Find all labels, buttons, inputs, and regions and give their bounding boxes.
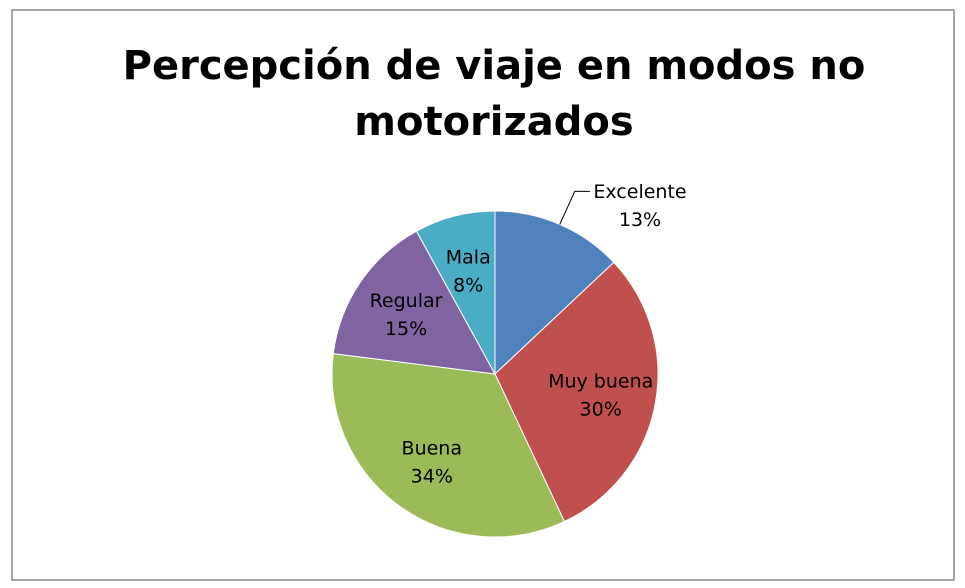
- slice-value-label: 15%: [385, 318, 427, 340]
- slice-value-label: 13%: [619, 209, 661, 231]
- slice-label: Excelente: [593, 181, 686, 203]
- slice-label: Buena: [402, 438, 462, 460]
- pie-slice: [415, 210, 496, 375]
- slice-value-label: 30%: [580, 399, 622, 421]
- chart-title: Percepción de viaje en modos no: [123, 43, 866, 89]
- slice-value-label: 8%: [453, 274, 483, 296]
- pie-slice: [332, 230, 496, 375]
- pie-slice: [494, 210, 615, 376]
- chart-title: motorizados: [354, 99, 633, 145]
- leader-line: [559, 190, 590, 225]
- slice-label: Muy buena: [548, 371, 653, 393]
- slice-label: Regular: [370, 290, 443, 312]
- pie-slice: [494, 261, 659, 523]
- slice-label: Mala: [446, 246, 491, 268]
- slice-value-label: 34%: [411, 466, 453, 488]
- pie-slice: [331, 353, 566, 538]
